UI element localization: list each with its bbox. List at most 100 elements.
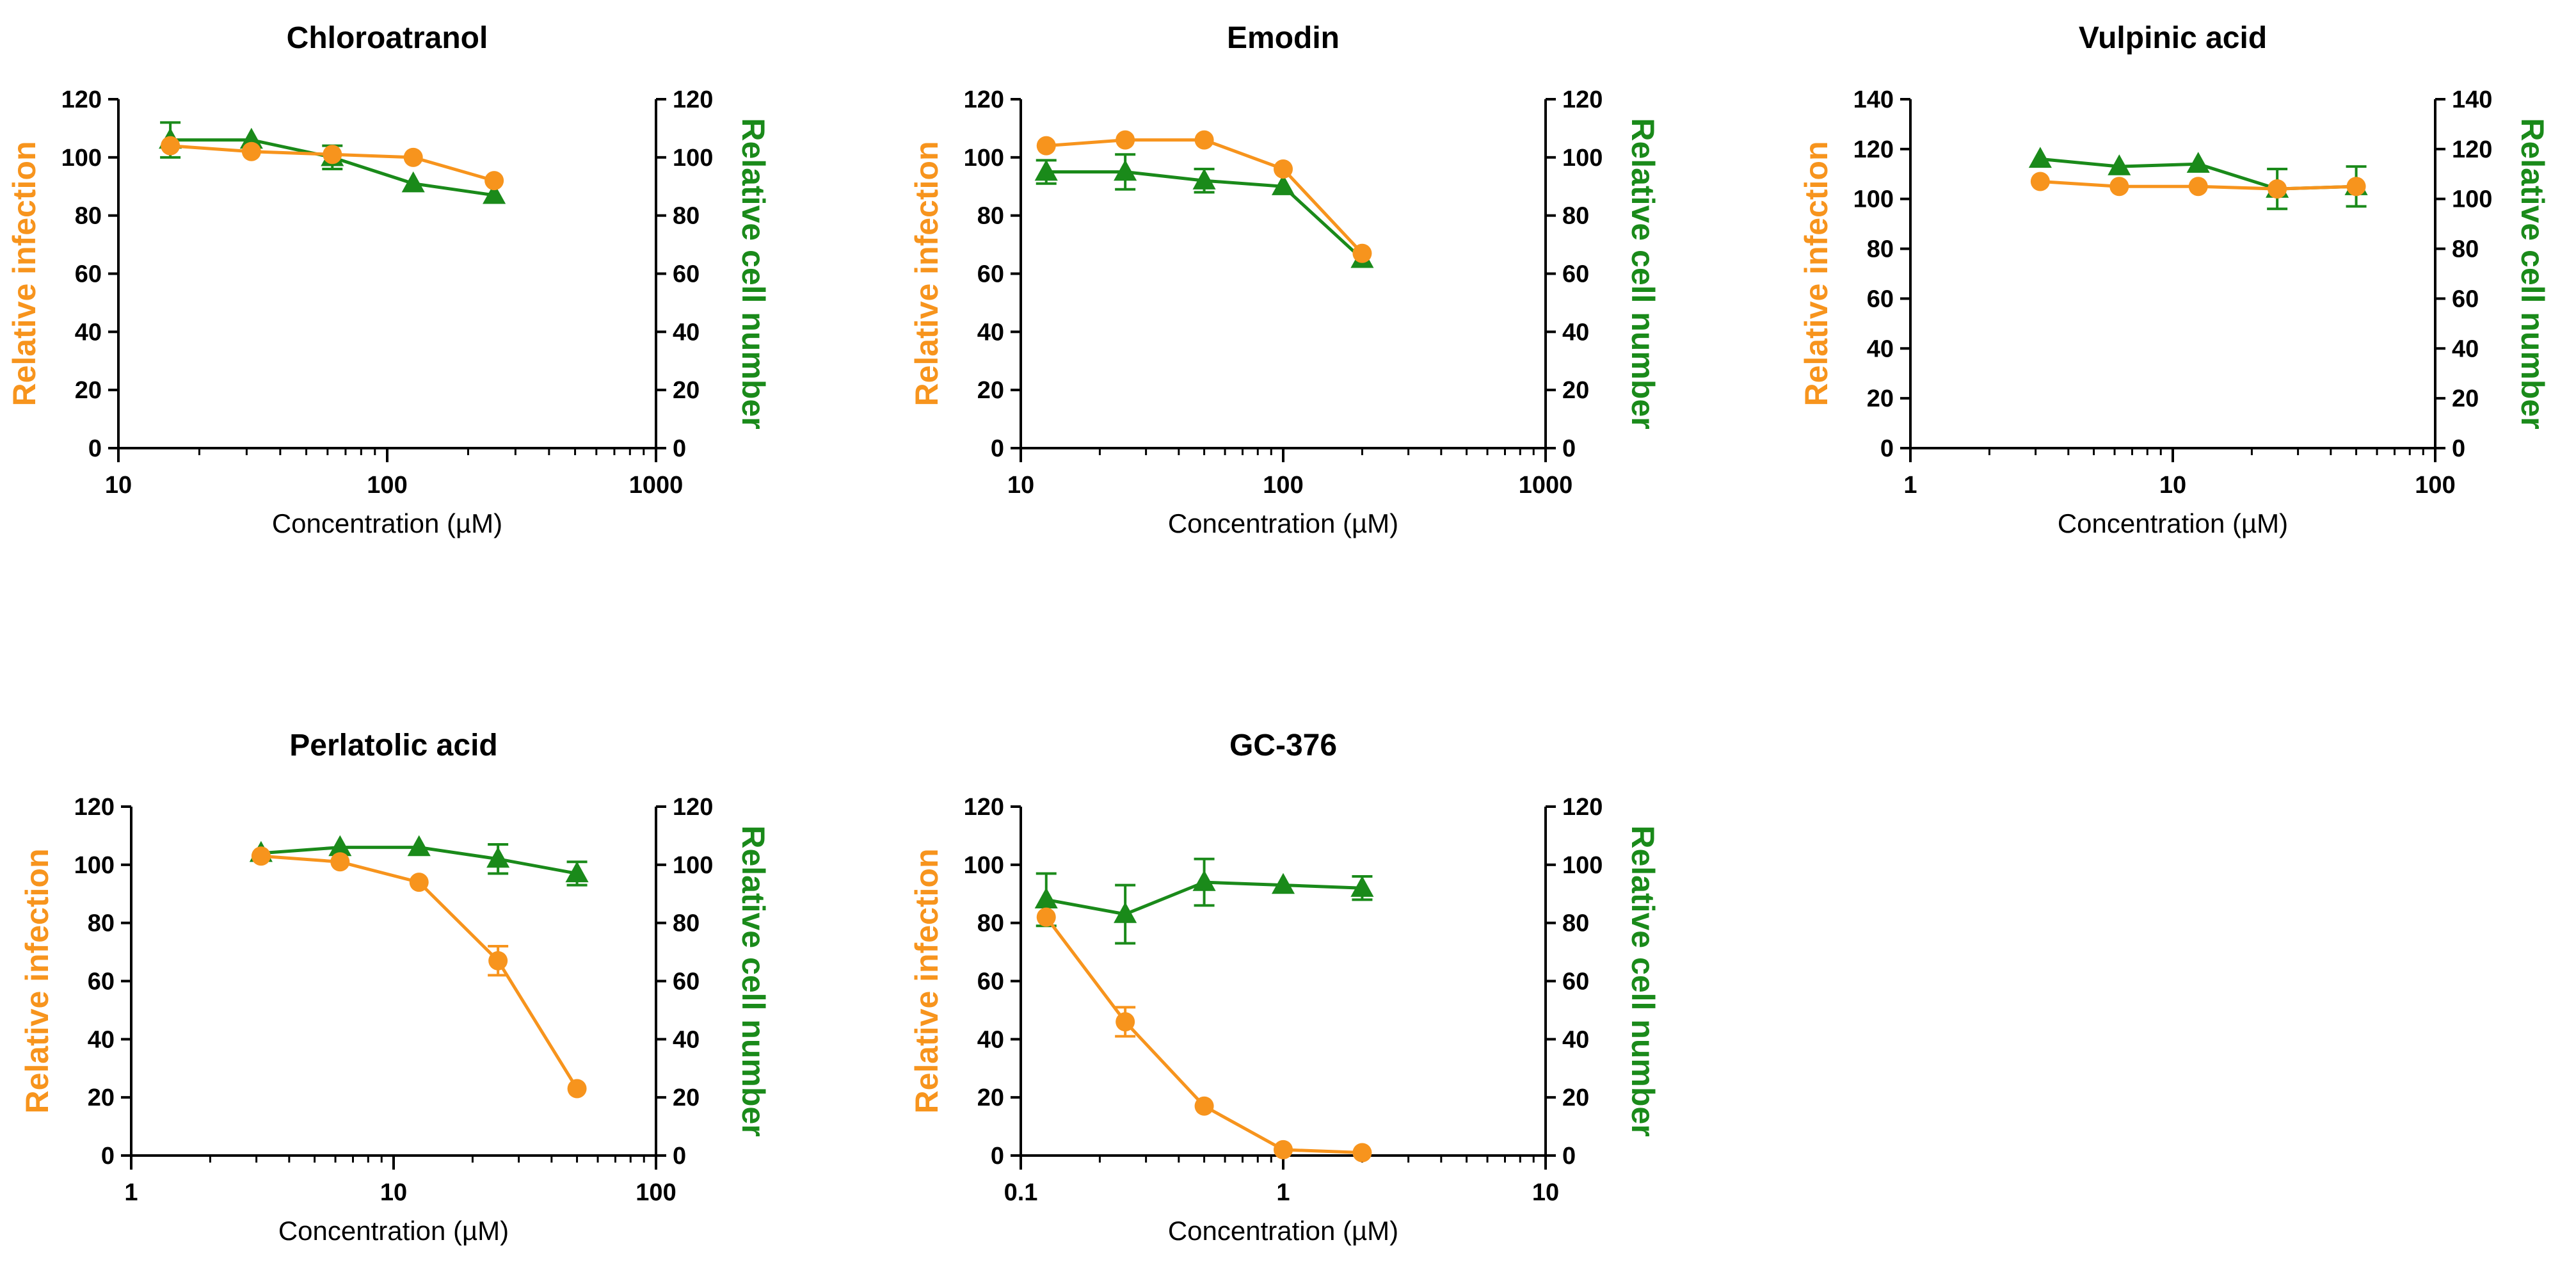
- y-tick-label-left: 60: [977, 261, 1004, 288]
- data-point-circle: [251, 846, 271, 866]
- data-point-circle: [409, 873, 429, 892]
- y-tick-label-left: 60: [1867, 286, 1894, 312]
- data-point-triangle: [1192, 870, 1216, 891]
- y-tick-label-left: 20: [1867, 385, 1894, 412]
- y-tick-label-left: 120: [1853, 136, 1894, 163]
- chart-title: Perlatolic acid: [289, 729, 497, 762]
- y-tick-label-left: 120: [74, 794, 115, 821]
- y-tick-label-left: 100: [74, 852, 115, 879]
- y-tick-label-right: 0: [2452, 435, 2465, 462]
- y-tick-label-right: 0: [673, 1143, 686, 1170]
- data-point-triangle: [407, 835, 431, 857]
- x-tick-label: 1: [124, 1179, 138, 1206]
- data-point-circle: [2268, 179, 2287, 199]
- y-tick-label-right: 80: [673, 910, 700, 937]
- y-tick-label-right: 20: [2452, 385, 2479, 412]
- y-tick-label-left: 120: [964, 86, 1004, 113]
- y-tick-label-left: 100: [964, 852, 1004, 879]
- y-tick-label-left: 80: [88, 910, 115, 937]
- data-point-circle: [241, 141, 261, 161]
- y-tick-label-left: 60: [977, 969, 1004, 995]
- chart-title: Emodin: [1227, 21, 1340, 55]
- y-tick-label-right: 80: [1562, 910, 1589, 937]
- y-tick-label-left: 80: [75, 203, 102, 230]
- y-tick-label-right: 20: [673, 1084, 700, 1111]
- y-tick-label-right: 100: [673, 145, 713, 172]
- x-tick-label: 1000: [1519, 472, 1573, 499]
- y-tick-label-right: 120: [673, 86, 713, 113]
- y-tick-label-left: 100: [964, 145, 1004, 172]
- y-tick-label-right: 60: [673, 261, 700, 288]
- y-axis-label-left: Relative infection: [1798, 141, 1834, 407]
- y-tick-label-left: 80: [977, 203, 1004, 230]
- series-relative-infection: [251, 846, 587, 1099]
- data-point-triangle: [1034, 159, 1058, 181]
- data-point-triangle: [483, 182, 506, 204]
- y-tick-label-left: 100: [1853, 186, 1894, 213]
- y-tick-label-left: 0: [1880, 435, 1894, 462]
- data-point-triangle: [1114, 159, 1137, 181]
- y-tick-label-left: 20: [75, 377, 102, 404]
- x-tick-label: 1: [1276, 1179, 1290, 1206]
- y-tick-label-right: 0: [1562, 1143, 1576, 1170]
- x-tick-label: 1: [1903, 472, 1917, 499]
- y-tick-label-left: 80: [977, 910, 1004, 937]
- series-line: [1044, 916, 1363, 1154]
- y-tick-label-right: 140: [2452, 86, 2492, 113]
- data-point-triangle: [239, 127, 263, 149]
- y-tick-label-right: 40: [673, 319, 700, 346]
- y-axis-label-right: Relative cell number: [735, 118, 771, 429]
- y-tick-label-right: 80: [673, 203, 700, 230]
- data-point-circle: [161, 136, 180, 156]
- x-tick-label: 10: [380, 1179, 407, 1206]
- data-point-circle: [1352, 1143, 1372, 1163]
- x-tick-label: 100: [1263, 472, 1303, 499]
- x-tick-label: 10: [2159, 472, 2186, 499]
- series-line: [1046, 138, 1364, 255]
- chart-panel-1: Emodin 0 0 20 20 40 40 60 60 80 80 100 100 120 120 10 10…: [909, 21, 1661, 538]
- y-tick-label-left: 100: [61, 145, 102, 172]
- x-tick-label: 100: [367, 472, 407, 499]
- y-axis-label-right: Relative cell number: [735, 825, 771, 1136]
- data-point-circle: [1116, 130, 1135, 150]
- y-tick-label-left: 120: [61, 86, 102, 113]
- data-point-circle: [2109, 177, 2129, 197]
- chart-panel-4: GC-376 0 0 20 20 40 40 60 60 80 80 100 100 120 120 0.1 1…: [909, 729, 1661, 1246]
- y-axis-label-left: Relative infection: [19, 849, 55, 1114]
- y-tick-label-right: 80: [1562, 203, 1589, 230]
- series-relative-infection: [1036, 130, 1372, 263]
- y-tick-label-right: 120: [673, 794, 713, 821]
- y-tick-label-right: 40: [673, 1026, 700, 1053]
- y-axis-label-right: Relative cell number: [1625, 825, 1661, 1136]
- chart-panel-2: Vulpinic acid 0 0 20 20 40 40 60 60 80 80 100 100 120…: [1798, 21, 2550, 538]
- data-point-circle: [2346, 177, 2366, 197]
- y-tick-label-right: 40: [1562, 319, 1589, 346]
- data-point-triangle: [401, 171, 425, 193]
- x-tick-label: 10: [1007, 472, 1034, 499]
- data-point-circle: [330, 852, 350, 872]
- y-tick-label-left: 40: [88, 1026, 115, 1053]
- x-tick-label: 100: [636, 1179, 676, 1206]
- y-tick-label-left: 0: [88, 435, 102, 462]
- data-point-triangle: [565, 861, 589, 883]
- series-relative-cell-number: [249, 835, 589, 887]
- y-tick-label-right: 40: [1562, 1026, 1589, 1053]
- y-tick-label-right: 0: [1562, 435, 1576, 462]
- y-tick-label-left: 60: [88, 969, 115, 995]
- x-tick-label: 1000: [629, 472, 684, 499]
- data-point-triangle: [486, 846, 510, 868]
- y-tick-label-right: 120: [1562, 86, 1603, 113]
- data-point-circle: [1352, 243, 1372, 263]
- y-tick-label-right: 80: [2452, 236, 2479, 263]
- x-axis-label: Concentration (µM): [2058, 508, 2288, 538]
- data-point-triangle: [1271, 873, 1295, 894]
- y-tick-label-right: 60: [1562, 261, 1589, 288]
- data-point-circle: [488, 951, 508, 971]
- y-tick-label-right: 100: [2452, 186, 2492, 213]
- data-point-circle: [1274, 159, 1293, 179]
- y-tick-label-right: 60: [1562, 969, 1589, 995]
- data-point-circle: [2188, 177, 2208, 197]
- y-tick-label-right: 120: [2452, 136, 2492, 163]
- data-point-circle: [484, 171, 504, 191]
